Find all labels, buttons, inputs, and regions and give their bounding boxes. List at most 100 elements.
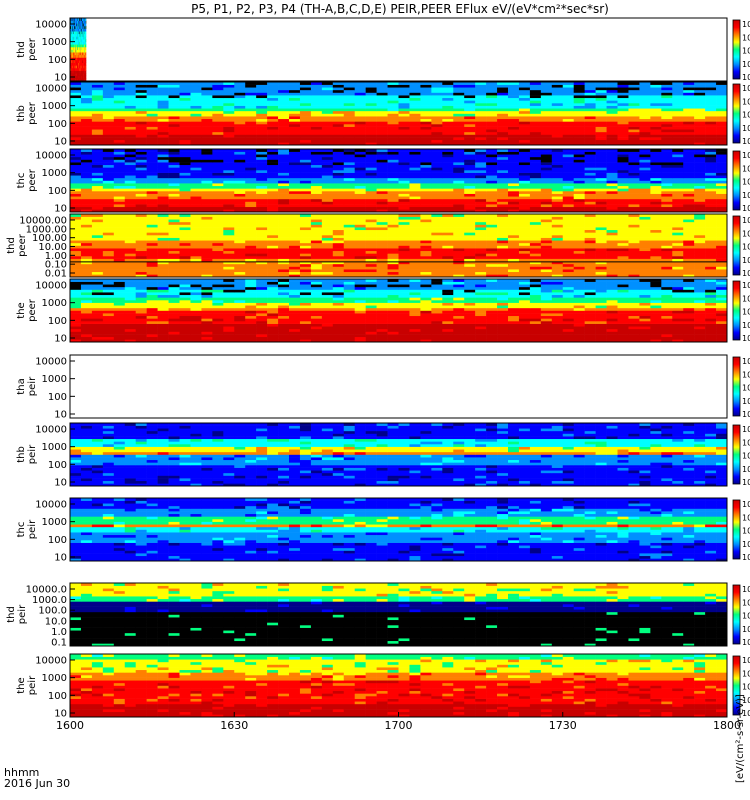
heatmap-cell <box>278 149 290 152</box>
heatmap-cell <box>113 271 126 275</box>
heatmap-cell <box>179 170 191 173</box>
heatmap-cell <box>190 183 202 187</box>
heatmap-cell <box>606 209 618 213</box>
heatmap-cell <box>124 250 136 254</box>
heatmap-cell <box>705 274 717 278</box>
heatmap-cell <box>146 89 158 93</box>
heatmap-cell <box>694 137 706 141</box>
heatmap-cell <box>310 159 323 163</box>
heatmap-cell <box>650 92 662 96</box>
heatmap-cell <box>289 172 301 176</box>
heatmap-cell <box>135 124 147 127</box>
heatmap-cell <box>442 258 454 262</box>
heatmap-cell <box>278 266 290 270</box>
heatmap-cell <box>595 105 607 109</box>
heatmap-cell <box>420 188 432 192</box>
heatmap-cell <box>310 274 323 278</box>
heatmap-cell <box>124 126 136 130</box>
heatmap-cell <box>80 266 93 270</box>
heatmap-cell <box>683 116 695 120</box>
heatmap-cell <box>606 177 618 181</box>
heatmap-cell <box>529 271 542 275</box>
heatmap-cell <box>256 164 268 168</box>
heatmap-cell <box>146 103 158 106</box>
heatmap-cell <box>387 183 399 187</box>
heatmap-cell <box>595 204 607 208</box>
heatmap-cell <box>376 164 388 168</box>
heatmap-cell <box>584 263 596 267</box>
heatmap-cell <box>508 89 520 93</box>
heatmap-cell <box>91 92 104 96</box>
heatmap-cell <box>223 118 235 122</box>
heatmap-cell <box>497 167 509 171</box>
heatmap-cell <box>102 121 115 125</box>
heatmap-cell <box>168 180 180 184</box>
heatmap-cell <box>376 271 388 275</box>
heatmap-cell <box>595 188 607 192</box>
heatmap-cell <box>628 105 640 109</box>
heatmap-cell <box>256 263 268 267</box>
heatmap-cell <box>508 256 520 259</box>
heatmap-cell <box>168 154 180 158</box>
heatmap-cell <box>289 196 301 200</box>
heatmap-cell <box>168 131 180 135</box>
heatmap-cell <box>332 95 345 99</box>
heatmap-cell <box>299 177 312 181</box>
heatmap-cell <box>332 129 345 133</box>
heatmap-cell <box>442 183 454 187</box>
heatmap-cell <box>256 256 268 259</box>
heatmap-cell <box>267 263 279 267</box>
heatmap-cell <box>376 118 388 122</box>
heatmap-cell <box>398 261 410 265</box>
heatmap-cell <box>387 209 399 213</box>
heatmap-cell <box>299 110 312 114</box>
heatmap-cell <box>497 170 509 173</box>
heatmap-cell <box>683 82 695 85</box>
heatmap-cell <box>431 151 443 155</box>
heatmap-cell <box>201 142 213 146</box>
heatmap-cell <box>354 183 366 187</box>
heatmap-cell <box>124 183 136 187</box>
y-tick-label: 10 <box>54 137 67 148</box>
heatmap-cell <box>223 82 235 85</box>
heatmap-cell <box>529 108 542 112</box>
heatmap-cell <box>80 263 93 267</box>
heatmap-cell <box>113 134 126 138</box>
heatmap-cell <box>420 256 432 259</box>
heatmap-cell <box>661 209 673 213</box>
heatmap-cell <box>223 172 235 176</box>
heatmap-cell <box>157 256 169 259</box>
heatmap-cell <box>310 154 323 158</box>
heatmap-cell <box>518 263 531 267</box>
heatmap-cell <box>661 185 673 189</box>
heatmap-cell <box>212 167 224 171</box>
heatmap-cell <box>672 92 684 96</box>
heatmap-cell <box>639 121 651 125</box>
heatmap-cell <box>453 170 465 173</box>
heatmap-cell <box>562 193 574 197</box>
heatmap-cell <box>573 191 585 194</box>
heatmap-cell <box>529 162 542 166</box>
heatmap-cell <box>606 162 618 166</box>
heatmap-cell <box>672 82 684 85</box>
heatmap-cell <box>278 175 290 179</box>
heatmap-cell <box>179 82 191 85</box>
heatmap-cell <box>409 266 421 270</box>
heatmap-cell <box>376 159 388 163</box>
heatmap-cell <box>475 250 487 254</box>
heatmap-cell <box>91 124 104 127</box>
heatmap-cell <box>716 209 728 213</box>
heatmap-cell <box>475 110 487 114</box>
heatmap-cell <box>409 188 421 192</box>
heatmap-cell <box>80 149 93 152</box>
heatmap-cell <box>135 164 147 168</box>
colorbar <box>732 19 741 80</box>
heatmap-cell <box>245 185 257 189</box>
heatmap-cell <box>508 250 520 254</box>
heatmap-cell <box>694 170 706 173</box>
heatmap-cell <box>628 191 640 194</box>
heatmap-cell <box>628 172 640 176</box>
heatmap-cell <box>573 95 585 99</box>
heatmap-cell <box>157 180 169 184</box>
heatmap-cell <box>398 175 410 179</box>
